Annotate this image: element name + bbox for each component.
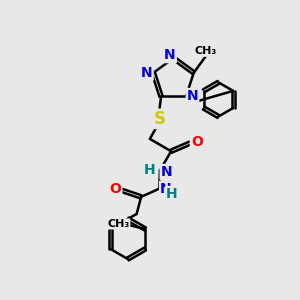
Text: CH₃: CH₃	[107, 219, 130, 229]
Text: H: H	[144, 164, 155, 177]
Text: N: N	[160, 182, 172, 196]
Text: N: N	[187, 89, 198, 103]
Text: O: O	[191, 134, 203, 148]
Text: N: N	[141, 66, 153, 80]
Text: S: S	[153, 110, 165, 128]
Text: N: N	[160, 165, 172, 179]
Text: CH₃: CH₃	[195, 46, 217, 56]
Text: N: N	[164, 48, 176, 62]
Text: O: O	[110, 182, 122, 196]
Text: H: H	[166, 187, 178, 201]
